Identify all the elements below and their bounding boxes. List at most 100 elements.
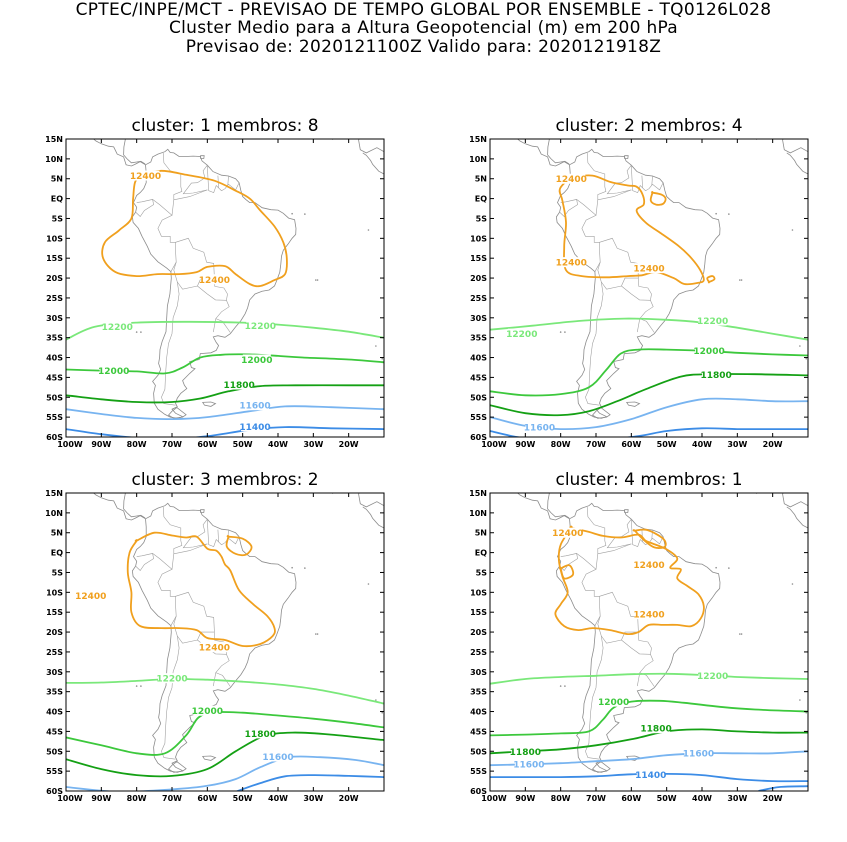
lat-tick-label: 45S	[470, 727, 487, 736]
contour-12400	[554, 525, 705, 636]
island	[799, 699, 801, 701]
map-frame	[489, 492, 809, 792]
island	[316, 279, 319, 281]
country-border	[586, 506, 607, 570]
contour-label-bg	[635, 559, 663, 570]
country-border	[207, 165, 240, 193]
lat-tick-label: 15S	[470, 254, 487, 263]
contour-11800	[490, 728, 808, 755]
country-border	[135, 553, 154, 571]
map-plot: 12400 12400 12200 12200 12000 12000 11800 11600…	[45, 106, 385, 449]
island	[728, 213, 730, 215]
country-border	[161, 281, 180, 406]
coastline	[362, 152, 384, 175]
contour-12400	[706, 275, 716, 284]
country-border	[227, 176, 229, 186]
coastline	[167, 407, 187, 419]
contour-label-11600: 11600	[524, 424, 555, 434]
lon-tick-label: 70W	[586, 440, 606, 449]
country-border	[621, 632, 652, 655]
lon-tick-label: 40W	[692, 794, 712, 803]
island	[740, 279, 743, 281]
lat-tick-label: 35S	[46, 334, 63, 343]
coastline	[119, 460, 156, 473]
country-border	[651, 176, 653, 186]
contour-12400	[649, 191, 667, 206]
lat-tick-label: 5N	[475, 175, 487, 184]
coastline	[200, 509, 205, 513]
contour-label-bg	[246, 728, 275, 739]
contour-label-bg	[702, 369, 731, 380]
contour-label-bg	[99, 365, 128, 376]
country-border	[175, 591, 215, 633]
lat-tick-label: 60S	[470, 433, 487, 442]
country-border	[606, 519, 632, 549]
island	[715, 212, 717, 215]
contour-11600	[66, 405, 384, 421]
coastline	[123, 493, 146, 519]
coastline	[606, 125, 612, 127]
coastline	[362, 506, 384, 529]
lon-tick-label: 50W	[657, 794, 677, 803]
coastline	[358, 493, 384, 508]
contour-label-bg	[695, 345, 724, 356]
coastline	[119, 106, 156, 119]
country-border	[215, 300, 231, 333]
contour-12400	[126, 531, 276, 648]
lat-tick-label: 60S	[46, 433, 63, 442]
lon-tick-label: 20W	[339, 794, 359, 803]
contour-12200	[490, 672, 808, 685]
lat-tick-label: 15N	[45, 489, 63, 498]
lon-tick-label: 80W	[551, 440, 571, 449]
coastline	[606, 479, 612, 481]
contour-label-bg	[158, 673, 186, 684]
contour-label-12400: 12400	[552, 529, 583, 539]
map-frame	[489, 138, 809, 438]
lat-tick-label: 15S	[46, 608, 63, 617]
contour-label-bg	[507, 328, 536, 339]
lat-tick-label: 10S	[470, 588, 487, 597]
island	[564, 331, 566, 333]
contour-label-12200: 12200	[697, 317, 728, 327]
lon-tick-label: 90W	[515, 440, 535, 449]
lon-tick-label: 100W	[481, 794, 507, 803]
contour-label-12200: 12200	[697, 672, 728, 682]
map-panel-cluster-2: cluster: 2 membros: 4 12400 12400 12400 1220…	[424, 108, 847, 488]
island	[564, 685, 566, 687]
lat-tick-label: 5S	[476, 214, 488, 223]
lat-tick-label: 60S	[470, 787, 487, 796]
lat-tick-label: 30S	[46, 314, 63, 323]
contour-11400	[490, 427, 808, 437]
lat-tick-label: 5S	[52, 214, 64, 223]
lon-tick-label: 80W	[127, 440, 147, 449]
island	[805, 357, 808, 360]
lat-tick-label: 45S	[46, 373, 63, 382]
coastline	[156, 474, 178, 481]
lon-tick-label: 50W	[657, 440, 677, 449]
lat-tick-label: 55S	[470, 413, 487, 422]
contour-label-11800: 11800	[700, 371, 731, 381]
contour-label-12400: 12400	[556, 259, 587, 269]
map-content: 12400 12400 12400 12200 12000 11800 11800 11600…	[490, 460, 808, 791]
coastline	[786, 152, 808, 175]
lat-tick-label: 25S	[46, 294, 63, 303]
lat-tick-label: 25S	[470, 294, 487, 303]
contour-label-bg	[553, 527, 582, 538]
lat-tick-label: 35S	[470, 334, 487, 343]
coastline	[123, 139, 146, 165]
lon-tick-label: 100W	[481, 440, 507, 449]
island	[739, 279, 741, 281]
coastline	[331, 139, 336, 140]
lat-tick-label: 60S	[46, 787, 63, 796]
country-border	[639, 300, 655, 333]
contour-label-11800: 11800	[640, 725, 671, 735]
contour-label-11800: 11800	[510, 748, 541, 758]
coastline	[516, 493, 570, 521]
coastline	[547, 139, 570, 165]
country-border	[173, 543, 208, 555]
lat-tick-label: 30S	[470, 314, 487, 323]
lat-tick-label: 50S	[46, 747, 63, 756]
lat-tick-label: 15N	[469, 489, 487, 498]
coastline	[543, 460, 580, 473]
coastline	[782, 139, 808, 154]
